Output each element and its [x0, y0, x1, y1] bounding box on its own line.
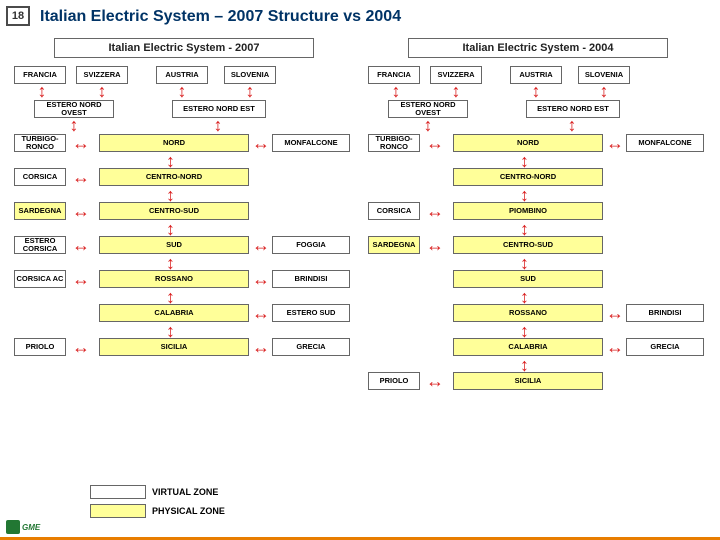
arrow-down-icon: ↕: [166, 254, 175, 272]
arrow-left-icon: ↔: [252, 304, 270, 322]
arrow-right-icon: ↔: [426, 372, 444, 390]
right-zone: MONFALCONE: [272, 134, 350, 152]
zone-row: NORDTURBIGO-RONCO↔MONFALCONE↔: [14, 134, 354, 160]
legend-label-physical: PHYSICAL ZONE: [152, 506, 225, 516]
legend-label-virtual: VIRTUAL ZONE: [152, 487, 218, 497]
arrow-right-icon: ↔: [426, 236, 444, 254]
arrow-down-icon: ↕: [166, 288, 175, 306]
arrow-right-icon: ↔: [72, 202, 90, 220]
arrow-down-icon: ↕: [520, 186, 529, 204]
arrow-down-icon: ↕: [166, 186, 175, 204]
right-zone: ESTERO SUD: [272, 304, 350, 322]
legend-swatch-physical: [90, 504, 146, 518]
arrow-left-icon: ↔: [252, 270, 270, 288]
arrow-down-icon: ↕: [520, 152, 529, 170]
zone-row: CENTRO-SUD↕SARDEGNA↔: [14, 202, 354, 228]
right-zone: GRECIA: [626, 338, 704, 356]
panel-title: Italian Electric System - 2007: [54, 38, 314, 58]
left-zone: SARDEGNA: [368, 236, 420, 254]
arrow-left-icon: ↔: [606, 338, 624, 356]
estero-nord-row: ESTERO NORD OVEST ESTERO NORD EST ↕ ↕: [368, 100, 708, 126]
arrow-right-icon: ↔: [426, 134, 444, 152]
left-zone: ESTERO CORSICA: [14, 236, 66, 254]
left-zone: TURBIGO-RONCO: [14, 134, 66, 152]
zone-row: NORDTURBIGO-RONCO↔MONFALCONE↔: [368, 134, 708, 160]
arrow-left-icon: ↔: [606, 134, 624, 152]
arrow-down-icon: ↕: [564, 116, 580, 134]
page-title: Italian Electric System – 2007 Structure…: [40, 8, 401, 26]
country-row: FRANCIA SVIZZERA AUSTRIA SLOVENIA ↕ ↕ ↕ …: [368, 66, 708, 92]
zone-row: CENTRO-NORD↕CORSICA↔: [14, 168, 354, 194]
right-zone: MONFALCONE: [626, 134, 704, 152]
arrow-left-icon: ↔: [606, 304, 624, 322]
zone-row: CALABRIA↕GRECIA↔: [368, 338, 708, 364]
zone-row: CENTRO-SUD↕SARDEGNA↔: [368, 236, 708, 262]
arrow-down-icon: ↕: [166, 152, 175, 170]
arrow-down-icon: ↕: [166, 220, 175, 238]
legend: VIRTUAL ZONE PHYSICAL ZONE: [90, 480, 225, 518]
right-zone: BRINDISI: [626, 304, 704, 322]
right-zone: FOGGIA: [272, 236, 350, 254]
arrow-right-icon: ↔: [72, 236, 90, 254]
zone-row: SICILIA↕PRIOLO↔GRECIA↔: [14, 338, 354, 364]
arrow-down-icon: ↕: [420, 116, 436, 134]
arrow-down-icon: ↕: [210, 116, 226, 134]
center-zone: NORD: [99, 134, 249, 152]
right-zone: GRECIA: [272, 338, 350, 356]
arrow-down-icon: ↕: [520, 322, 529, 340]
zone-row: PIOMBINO↕CORSICA↔: [368, 202, 708, 228]
arrow-right-icon: ↔: [72, 338, 90, 356]
arrow-down-icon: ↕: [520, 254, 529, 272]
zone-row: ROSSANO↕BRINDISI↔: [368, 304, 708, 330]
zone-row: SICILIA↕PRIOLO↔: [368, 372, 708, 398]
zone-row: SUD↕ESTERO CORSICA↔FOGGIA↔: [14, 236, 354, 262]
country-row: FRANCIA SVIZZERA AUSTRIA SLOVENIA ↕ ↕ ↕ …: [14, 66, 354, 92]
panel-2004: Italian Electric System - 2004 FRANCIA S…: [368, 38, 708, 406]
panel-2007: Italian Electric System - 2007 FRANCIA S…: [14, 38, 354, 372]
arrow-down-icon: ↕: [528, 82, 544, 100]
arrow-down-icon: ↕: [34, 82, 50, 100]
arrow-right-icon: ↔: [72, 270, 90, 288]
logo-icon: [6, 520, 20, 534]
slide-number: 18: [12, 10, 24, 22]
arrow-down-icon: ↕: [596, 82, 612, 100]
right-zone: BRINDISI: [272, 270, 350, 288]
arrow-left-icon: ↔: [252, 236, 270, 254]
zone-row: CALABRIA↕ESTERO SUD↔: [14, 304, 354, 330]
left-zone: CORSICA AC: [14, 270, 66, 288]
left-zone: PRIOLO: [368, 372, 420, 390]
arrow-right-icon: ↔: [72, 168, 90, 186]
zone-row: CENTRO-NORD↕: [368, 168, 708, 194]
zone-row: ROSSANO↕CORSICA AC↔BRINDISI↔: [14, 270, 354, 296]
arrow-right-icon: ↔: [426, 202, 444, 220]
center-zone: NORD: [453, 134, 603, 152]
arrow-down-icon: ↕: [94, 82, 110, 100]
legend-swatch-virtual: [90, 485, 146, 499]
logo-text: GME: [22, 523, 40, 532]
arrow-down-icon: ↕: [520, 288, 529, 306]
arrow-down-icon: ↕: [520, 356, 529, 374]
slide-number-box: 18: [6, 6, 30, 26]
estero-nord-row: ESTERO NORD OVEST ESTERO NORD EST ↕ ↕: [14, 100, 354, 126]
arrow-down-icon: ↕: [242, 82, 258, 100]
arrow-down-icon: ↕: [520, 220, 529, 238]
arrow-left-icon: ↔: [252, 134, 270, 152]
arrow-down-icon: ↕: [66, 116, 82, 134]
zone-row: SUD↕: [368, 270, 708, 296]
left-zone: CORSICA: [14, 168, 66, 186]
arrow-left-icon: ↔: [252, 338, 270, 356]
left-zone: PRIOLO: [14, 338, 66, 356]
left-zone: SARDEGNA: [14, 202, 66, 220]
left-zone: CORSICA: [368, 202, 420, 220]
arrow-right-icon: ↔: [72, 134, 90, 152]
left-zone: TURBIGO-RONCO: [368, 134, 420, 152]
panel-title: Italian Electric System - 2004: [408, 38, 668, 58]
arrow-down-icon: ↕: [388, 82, 404, 100]
logo: GME: [6, 520, 40, 534]
arrow-down-icon: ↕: [166, 322, 175, 340]
arrow-down-icon: ↕: [174, 82, 190, 100]
arrow-down-icon: ↕: [448, 82, 464, 100]
